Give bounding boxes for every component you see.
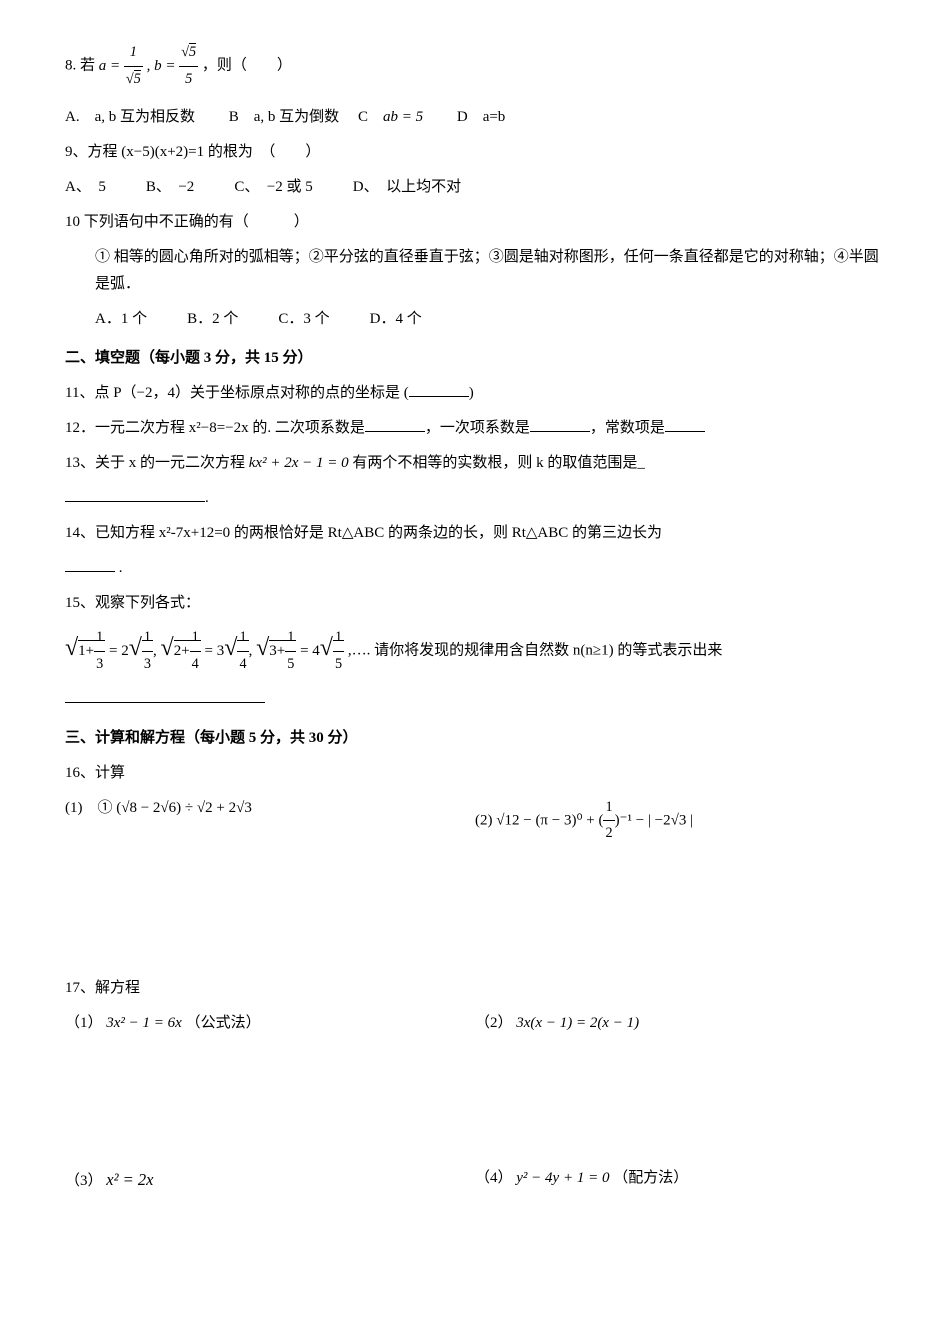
q10-statements: ① 相等的圆心角所对的弧相等；②平分弦的直径垂直于弦；③圆是轴对称图形，任何一条… <box>95 244 885 298</box>
q13-pre: 13、关于 x 的一元二次方程 <box>65 455 249 471</box>
q10-opt-a: A．1 个 <box>95 306 147 333</box>
q8-prefix: 8. 若 <box>65 58 95 74</box>
q12-blank1 <box>365 416 425 432</box>
q12-pre: 12．一元二次方程 x²−8=−2x 的. 二次项系数是 <box>65 420 365 436</box>
q9-opt-a: A、 5 <box>65 174 106 201</box>
q17-part4: （4） y² − 4y + 1 = 0 （配方法） <box>475 1165 885 1195</box>
q17-part1: （1） 3x² − 1 = 6x （公式法） <box>65 1010 475 1037</box>
q14-blank <box>65 556 115 572</box>
q16-parts: (1) ① (√8 − 2√6) ÷ √2 + 2√3 (2) √12 − (π… <box>65 795 885 847</box>
section-3-header: 三、计算和解方程（每小题 5 分，共 30 分） <box>65 725 885 752</box>
q9-opt-c: C、 −2 或 5 <box>234 174 312 201</box>
q17-part3: （3） x² = 2x <box>65 1165 475 1195</box>
q8-opt-a: A. a, b 互为相反数 <box>65 109 195 125</box>
q17-p1-note: （公式法） <box>186 1015 261 1031</box>
q13-blank-row: . <box>65 485 885 512</box>
q10-text: 10 下列语句中不正确的有（ ） <box>65 214 309 230</box>
q8-suffix: ，则（ ） <box>202 58 292 74</box>
q10-opt-b: B．2 个 <box>187 306 238 333</box>
q16-p2-frac: 12 <box>603 795 614 847</box>
question-14: 14、已知方程 x²-7x+12=0 的两根恰好是 Rt△ABC 的两条边的长，… <box>65 520 885 547</box>
q17-p2-expr: 3x(x − 1) = 2(x − 1) <box>516 1015 639 1031</box>
q13-blank <box>65 486 205 502</box>
q17-parts-12: （1） 3x² − 1 = 6x （公式法） （2） 3x(x − 1) = 2… <box>65 1010 885 1037</box>
question-12: 12．一元二次方程 x²−8=−2x 的. 二次项系数是 ，一次项系数是 ，常数项是 <box>65 415 885 442</box>
q10-opt-d: D．4 个 <box>370 306 422 333</box>
q17-title: 17、解方程 <box>65 980 140 996</box>
work-space-17a <box>65 1045 885 1165</box>
q8-frac-b: √5 5 <box>179 40 198 92</box>
question-13: 13、关于 x 的一元二次方程 kx² + 2x − 1 = 0 有两个不相等的… <box>65 450 885 477</box>
q13-end: . <box>205 490 209 506</box>
q16-p2-post: )⁻¹ − | −2√3 | <box>615 812 694 828</box>
q8-options: A. a, b 互为相反数 B a, b 互为倒数 C ab = 5 D a=b <box>65 104 885 131</box>
q9-opt-b: B、 −2 <box>146 174 194 201</box>
q17-p4-expr: y² − 4y + 1 = 0 <box>516 1170 609 1186</box>
q11-pre: 11、点 P（−2，4）关于坐标原点对称的点的坐标是 ( <box>65 385 409 401</box>
question-9: 9、方程 (x−5)(x+2)=1 的根为 （ ） <box>65 139 885 166</box>
q17-part2: （2） 3x(x − 1) = 2(x − 1) <box>475 1010 885 1037</box>
question-10: 10 下列语句中不正确的有（ ） <box>65 209 885 236</box>
q17-p4-label: （4） <box>475 1170 513 1186</box>
q14-end: . <box>115 560 123 576</box>
q8-opt-c-pre: C <box>358 109 383 125</box>
q17-p1-expr: 3x² − 1 = 6x <box>106 1015 182 1031</box>
q15-blank-row <box>65 686 885 713</box>
q14-pre: 14、已知方程 x²-7x+12=0 的两根恰好是 Rt△ABC 的两条边的长，… <box>65 525 662 541</box>
question-16: 16、计算 <box>65 760 885 787</box>
q9-text: 9、方程 (x−5)(x+2)=1 的根为 （ ） <box>65 144 320 160</box>
q16-p1-label: (1) ① <box>65 800 113 816</box>
q16-part1: (1) ① (√8 − 2√6) ÷ √2 + 2√3 <box>65 795 475 847</box>
q16-part2: (2) √12 − (π − 3)⁰ + (12)⁻¹ − | −2√3 | <box>475 795 885 847</box>
q8-opt-c-expr: ab = 5 <box>383 109 423 125</box>
q17-p3-expr: x² = 2x <box>106 1170 153 1189</box>
q8-expr-a: a = 1 √5 , b = √5 5 <box>99 58 202 74</box>
q9-options: A、 5 B、 −2 C、 −2 或 5 D、 以上均不对 <box>65 174 885 201</box>
question-15: 15、观察下列各式： <box>65 590 885 617</box>
q16-p2-pre: √12 − (π − 3)⁰ + ( <box>496 812 603 828</box>
q17-p4-note: （配方法） <box>613 1170 688 1186</box>
q15-blank <box>65 687 265 703</box>
q12-mid1: ，一次项系数是 <box>425 420 530 436</box>
q11-post: ) <box>469 385 474 401</box>
question-11: 11、点 P（−2，4）关于坐标原点对称的点的坐标是 () <box>65 380 885 407</box>
work-space-16 <box>65 855 885 975</box>
q17-parts-34: （3） x² = 2x （4） y² − 4y + 1 = 0 （配方法） <box>65 1165 885 1195</box>
q10-options: A．1 个 B．2 个 C．3 个 D．4 个 <box>95 306 885 333</box>
q16-p2-label: (2) <box>475 812 496 828</box>
q10-opt-c: C．3 个 <box>278 306 329 333</box>
q8-opt-b: B a, b 互为倒数 <box>229 109 339 125</box>
q14-blank-row: . <box>65 555 885 582</box>
q17-p1-label: （1） <box>65 1015 103 1031</box>
q13-post: 有两个不相等的实数根，则 k 的取值范围是_ <box>349 455 645 471</box>
q15-term1: √1+13 = 2√13, <box>65 643 161 659</box>
q15-term3: √3+15 = 4√15 <box>256 643 348 659</box>
question-17: 17、解方程 <box>65 975 885 1002</box>
q15-pre: 15、观察下列各式： <box>65 595 200 611</box>
q12-mid2: ，常数项是 <box>590 420 665 436</box>
q16-p1-expr: (√8 − 2√6) ÷ √2 + 2√3 <box>116 800 252 816</box>
q15-expr: √1+13 = 2√13, √2+14 = 3√14, √3+15 = 4√15… <box>65 625 885 677</box>
q17-p3-label: （3） <box>65 1173 103 1189</box>
q11-blank <box>409 381 469 397</box>
section-2-header: 二、填空题（每小题 3 分，共 15 分） <box>65 345 885 372</box>
q15-post: ,…. 请你将发现的规律用含自然数 n(n≥1) 的等式表示出来 <box>348 643 722 659</box>
question-8: 8. 若 a = 1 √5 , b = √5 5 ，则（ ） <box>65 40 885 92</box>
q10-line1: ① 相等的圆心角所对的弧相等；②平分弦的直径垂直于弦；③圆是轴对称图形，任何一条… <box>95 249 879 292</box>
q8-opt-d: D a=b <box>457 109 505 125</box>
q12-blank2 <box>530 416 590 432</box>
q13-expr: kx² + 2x − 1 = 0 <box>249 455 349 471</box>
q8-frac-a: 1 √5 <box>124 40 143 92</box>
q12-blank3 <box>665 416 705 432</box>
q16-title: 16、计算 <box>65 765 125 781</box>
q9-opt-d: D、 以上均不对 <box>353 174 461 201</box>
q17-p2-label: （2） <box>475 1015 513 1031</box>
q15-term2: √2+14 = 3√14, <box>161 643 257 659</box>
